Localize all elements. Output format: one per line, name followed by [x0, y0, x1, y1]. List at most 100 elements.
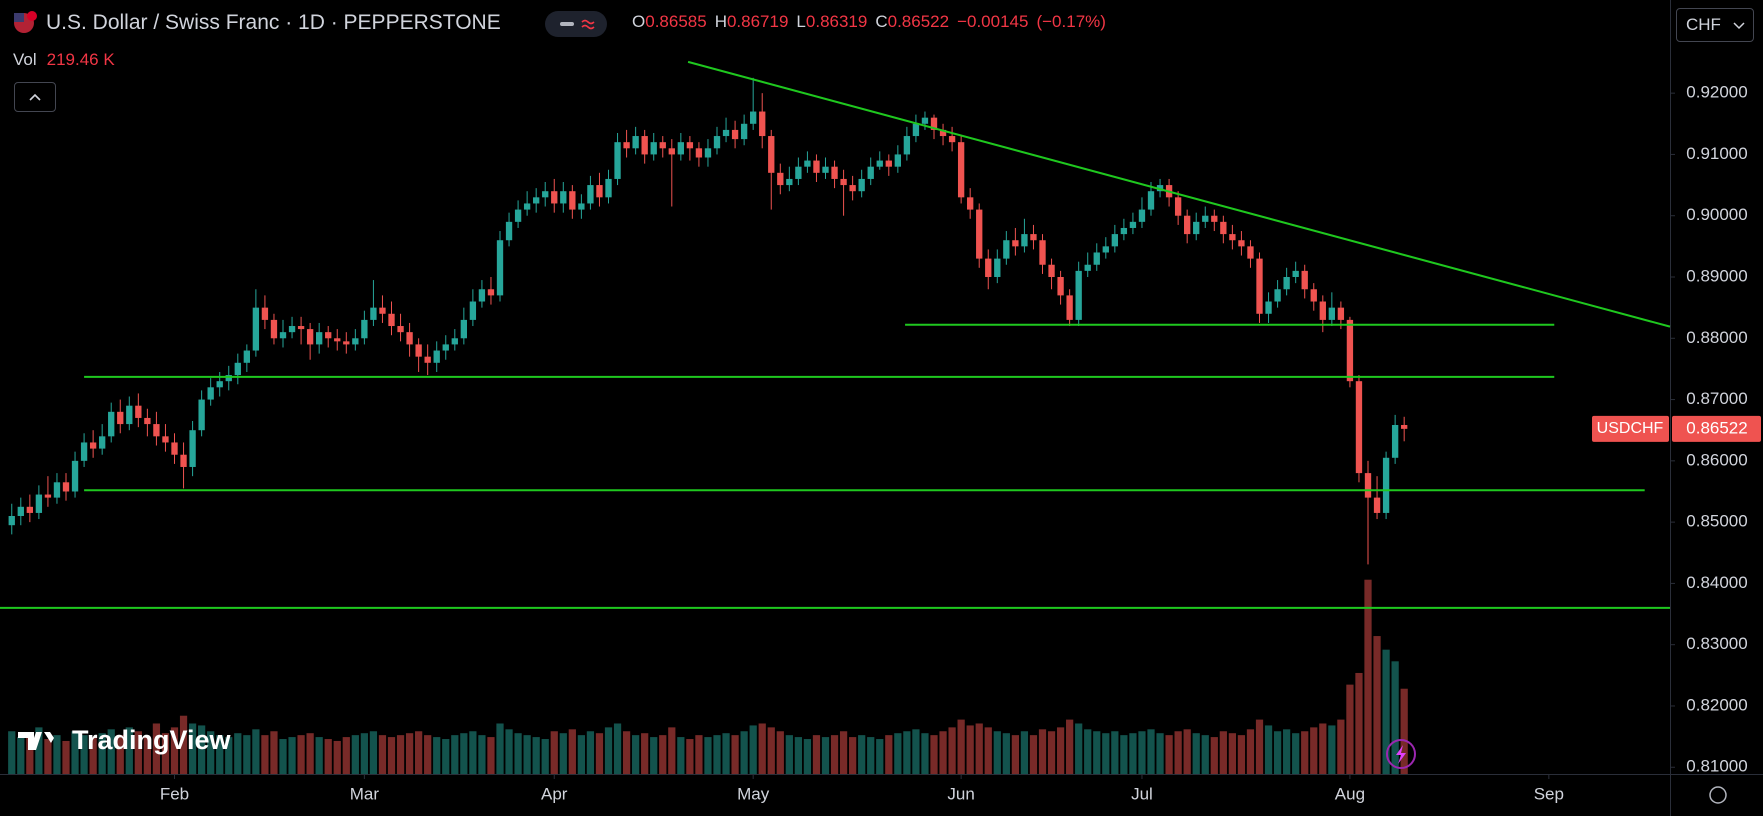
- candle-body: [1147, 191, 1155, 210]
- candle-body: [1075, 270, 1082, 320]
- volume-bar: [1020, 731, 1029, 774]
- volume-bar: [830, 735, 839, 774]
- candle-body: [270, 319, 278, 339]
- candle-body: [442, 344, 449, 351]
- volume-bar: [514, 733, 522, 774]
- candle-body: [831, 166, 838, 179]
- candle-body: [397, 326, 404, 333]
- volume-bar: [722, 733, 730, 774]
- brand-logo: [18, 732, 54, 750]
- candle-body: [650, 142, 657, 155]
- volume-bar: [613, 723, 622, 774]
- candle-body: [379, 307, 386, 314]
- candle-body: [1102, 246, 1109, 253]
- volume-bar: [957, 719, 965, 774]
- volume-bar: [559, 733, 567, 774]
- volume-bar: [1273, 731, 1282, 774]
- volume-bar: [731, 735, 739, 774]
- symbol-tag-box: [1592, 415, 1669, 442]
- volume-bar: [351, 735, 359, 774]
- y-tick-label: 0.83000: [1686, 634, 1747, 653]
- brand: TradingView: [72, 725, 232, 755]
- volume-bar: [396, 735, 405, 774]
- candle-body: [885, 160, 892, 167]
- candle-body: [171, 442, 178, 455]
- candle-body: [1274, 289, 1281, 302]
- candle-body: [135, 405, 142, 418]
- candle-body: [632, 136, 639, 149]
- candle-body: [388, 313, 395, 327]
- volume-bar: [442, 739, 450, 774]
- volume-bar: [1301, 731, 1309, 774]
- candle-body: [596, 185, 603, 198]
- candle-body: [415, 344, 422, 357]
- volume-bar: [478, 735, 486, 774]
- candle-body: [297, 326, 305, 330]
- volume-bar: [903, 731, 911, 774]
- volume-bar: [225, 737, 233, 774]
- volume-bar: [1219, 731, 1227, 774]
- volume-bar: [876, 739, 884, 774]
- candle-body: [1355, 381, 1363, 474]
- volume-bar: [460, 733, 468, 774]
- candle-body: [144, 417, 151, 425]
- volume-bar: [1129, 733, 1137, 774]
- collapse-button[interactable]: [14, 82, 56, 112]
- candle-body: [1030, 234, 1037, 241]
- volume-bar: [713, 735, 721, 774]
- volume-bar: [44, 739, 52, 774]
- volume-bar: [1038, 729, 1047, 774]
- candle-body: [117, 411, 124, 425]
- candle-body: [750, 111, 757, 124]
- volume-bar: [125, 727, 133, 774]
- volume-value: 219.46 K: [46, 50, 115, 69]
- y-tick-label: 0.84000: [1686, 573, 1747, 592]
- lightning-badge: [1386, 739, 1416, 769]
- y-tick-label: 0.81000: [1686, 757, 1747, 776]
- volume-bar: [1355, 672, 1363, 774]
- candle-body: [514, 209, 522, 222]
- x-tick-label: Mar: [350, 784, 380, 803]
- candle-body: [153, 424, 160, 437]
- flag-badge: [27, 11, 37, 21]
- volume-bar: [279, 739, 287, 774]
- y-tick-label: 0.90000: [1686, 205, 1747, 224]
- volume-bar: [577, 735, 585, 774]
- chart-title: U.S. Dollar / Swiss Franc · 1D · PEPPERS…: [46, 11, 501, 34]
- candle-body: [487, 289, 495, 296]
- toolbar-pill[interactable]: [545, 11, 607, 37]
- candle-body: [569, 191, 576, 210]
- caret: [1733, 22, 1745, 30]
- candle-body: [1337, 307, 1345, 320]
- volume-bar: [1337, 719, 1345, 774]
- candle-body: [786, 178, 793, 186]
- volume-bar: [993, 731, 1001, 774]
- currency-button[interactable]: CHF: [1676, 8, 1754, 42]
- volume-bar: [532, 737, 540, 774]
- candle-body: [1138, 209, 1146, 222]
- volume-bar: [586, 731, 595, 774]
- y-tick-label: 0.92000: [1686, 83, 1747, 102]
- candle-body: [533, 197, 540, 204]
- ohlc-value: 0.86719: [726, 12, 789, 31]
- volume-bar: [53, 735, 61, 774]
- volume-bar: [424, 735, 432, 774]
- volume-bar: [360, 733, 368, 774]
- candle-body: [1193, 221, 1200, 235]
- volume-bar: [622, 731, 631, 774]
- candle-body: [659, 142, 666, 149]
- last-price-box: [1672, 415, 1761, 442]
- ohlc-value: 0.86522: [887, 12, 950, 31]
- x-tick-label: Feb: [160, 784, 189, 803]
- candle-body: [1120, 227, 1128, 235]
- candle-body: [35, 494, 43, 513]
- candle-body: [316, 332, 323, 345]
- candle-body: [1084, 264, 1091, 271]
- ohlc-letter: O: [632, 12, 646, 31]
- candle-body: [306, 329, 314, 345]
- volume-bar: [921, 733, 929, 774]
- y-tick-label: 0.88000: [1686, 328, 1747, 347]
- volume-bar: [1228, 733, 1236, 774]
- candle-body: [578, 203, 585, 210]
- candle-body: [1129, 221, 1137, 228]
